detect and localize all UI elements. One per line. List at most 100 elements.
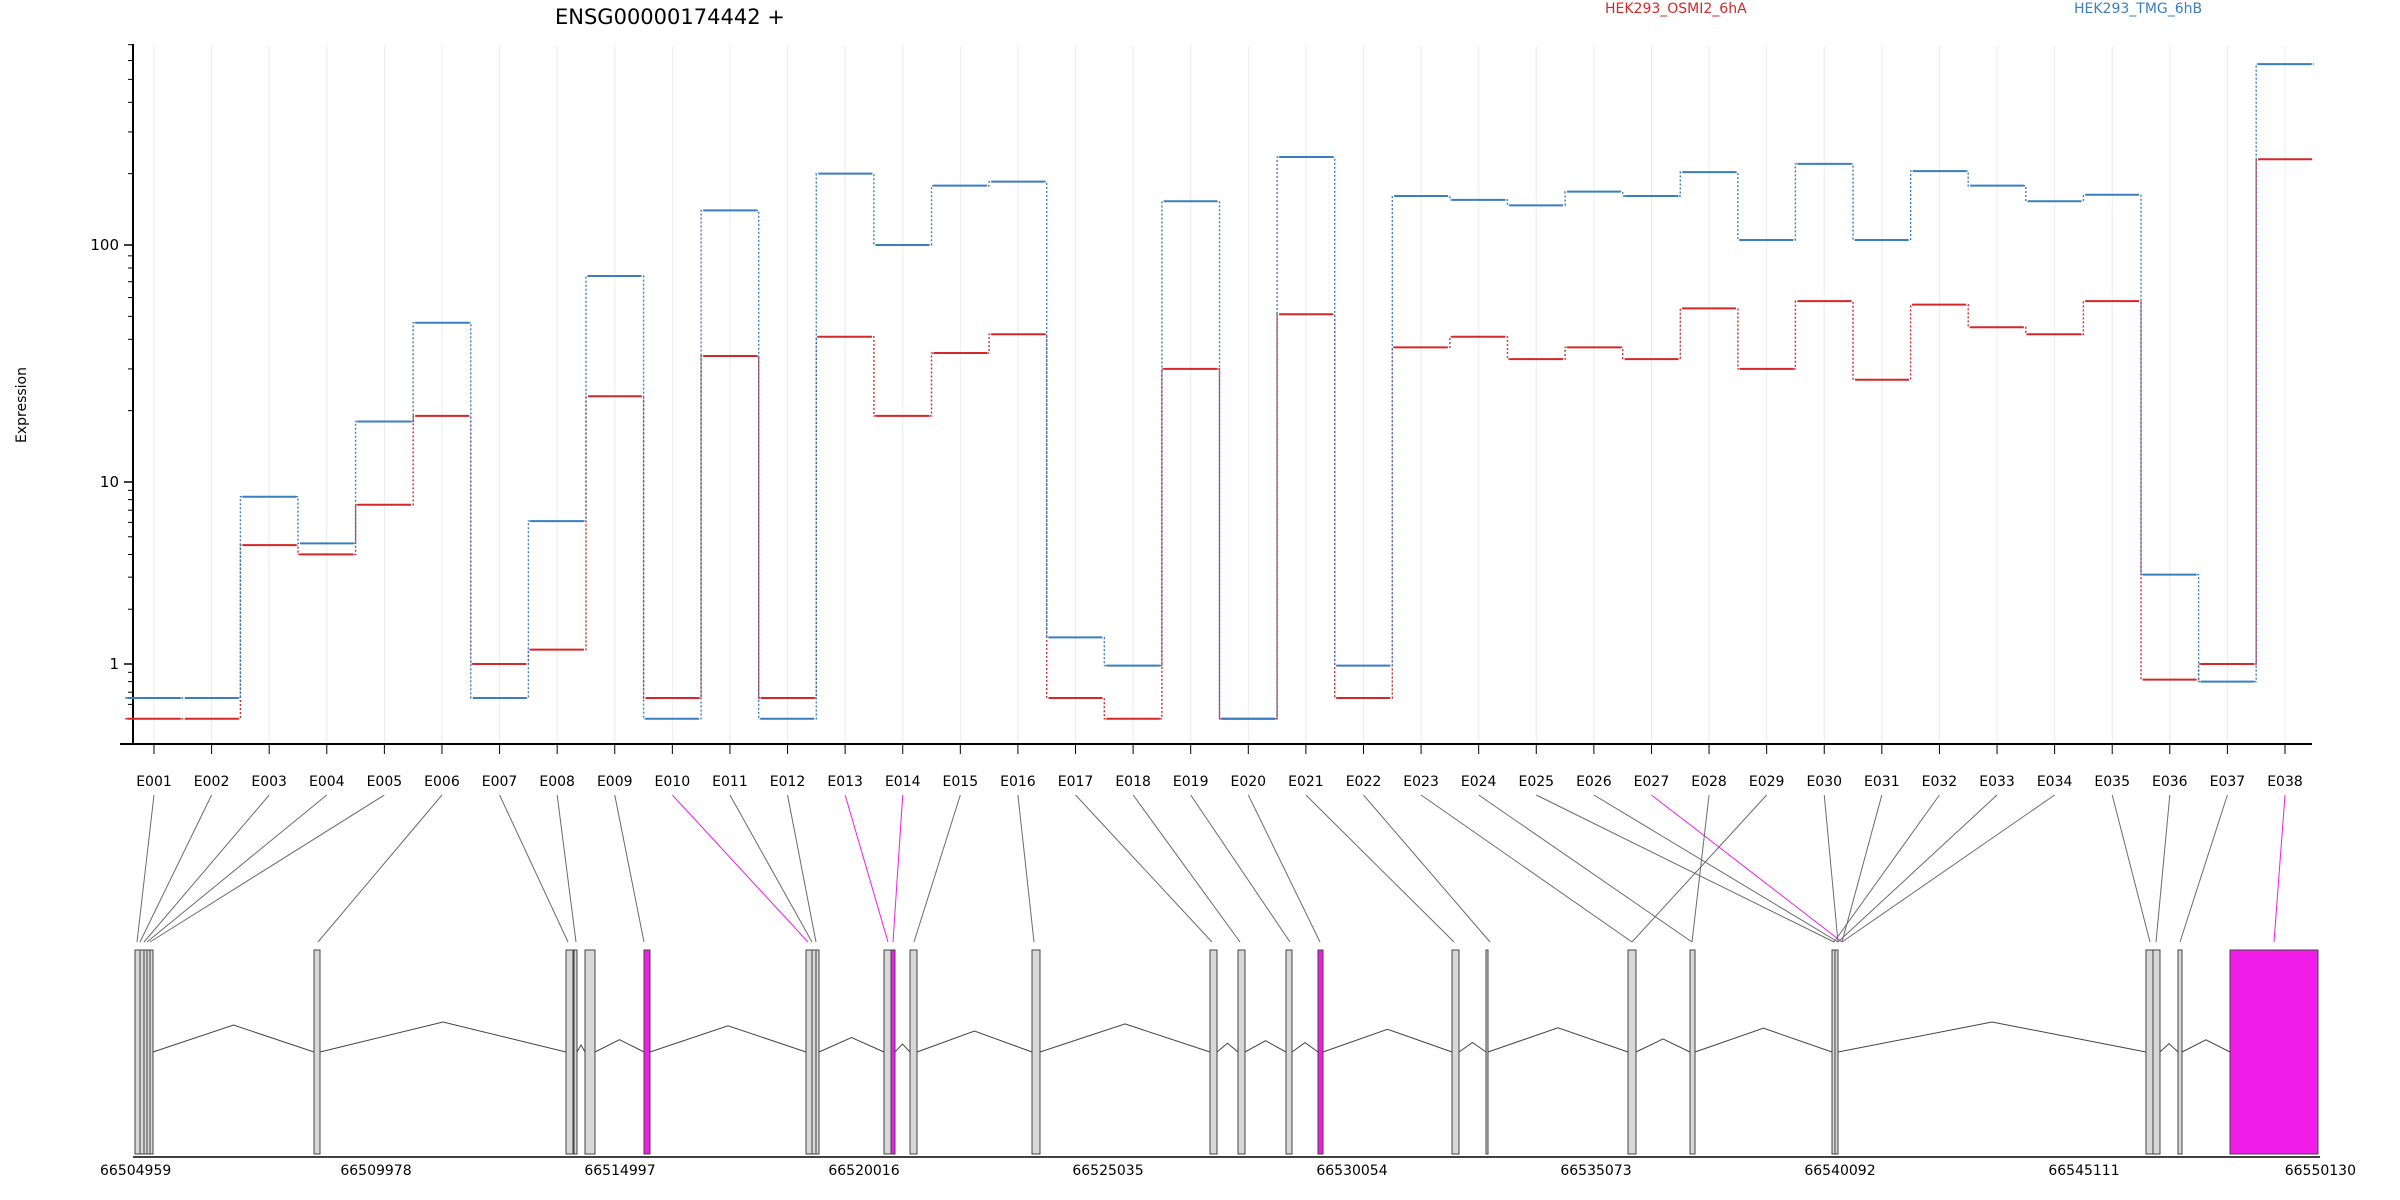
connector-E004 <box>146 794 328 943</box>
connector-E018 <box>1132 794 1241 943</box>
x-tick-label-E032: E032 <box>1922 774 1958 790</box>
exon-box <box>1485 949 1489 1155</box>
connector-E036 <box>2155 794 2171 943</box>
chart-title: ENSG00000174442 + <box>555 5 785 29</box>
x-tick-label-E018: E018 <box>1115 774 1151 790</box>
x-tick-label-E038: E038 <box>2267 774 2303 790</box>
axes: 1 10 100 <box>90 44 2312 745</box>
exon-box <box>909 949 918 1155</box>
connector-E016 <box>1017 794 1035 943</box>
legend-entry-osmi2: HEK293_OSMI2_6hA <box>1605 1 1747 17</box>
intron <box>152 1024 315 1053</box>
x-tick-label-E029: E029 <box>1749 774 1785 790</box>
x-tick-label-E017: E017 <box>1058 774 1094 790</box>
exon-connectors <box>136 794 2286 943</box>
y-tick-label: 100 <box>90 236 119 254</box>
connector-E001 <box>136 794 155 943</box>
intron <box>319 1021 567 1053</box>
connector-E012 <box>787 794 817 943</box>
gene-model <box>133 949 2320 1158</box>
x-tick-label-E034: E034 <box>2037 774 2073 790</box>
connector-E038 <box>2273 794 2286 943</box>
exon-box <box>883 949 892 1155</box>
x-tick-label-E012: E012 <box>770 774 806 790</box>
connector-E011 <box>729 794 813 943</box>
x-tick-label-E021: E021 <box>1288 774 1324 790</box>
x-tick-label-E033: E033 <box>1979 774 2015 790</box>
intron <box>1487 1027 1629 1053</box>
exon-box <box>2177 949 2183 1155</box>
connector-E025 <box>1536 794 1835 943</box>
x-tick-label-E002: E002 <box>194 774 230 790</box>
series-path <box>125 63 2314 720</box>
connector-E024 <box>1478 794 1693 943</box>
connector-E008 <box>556 794 577 943</box>
x-tick-label-E020: E020 <box>1231 774 1267 790</box>
x-tick-label-E024: E024 <box>1461 774 1497 790</box>
x-tick-label-E027: E027 <box>1634 774 1670 790</box>
x-axis-ticks: E001 E002 E003 E004 E005 E006 E007 E008 E009 E010… <box>136 744 2303 790</box>
connector-E003 <box>143 794 270 943</box>
connector-E022 <box>1363 794 1491 943</box>
connector-E037 <box>2179 794 2228 943</box>
y-tick-label: 1 <box>109 655 119 673</box>
exon-box <box>1209 949 1218 1155</box>
exon-box <box>1237 949 1246 1155</box>
x-tick-label-E028: E028 <box>1691 774 1727 790</box>
exon-box <box>2145 949 2154 1155</box>
intron <box>1322 1028 1453 1053</box>
coordinate-label: 66514997 <box>584 1163 655 1179</box>
connector-E002 <box>139 794 213 943</box>
x-tick-label-E014: E014 <box>885 774 921 790</box>
exon-box <box>313 949 321 1155</box>
exon-box <box>573 949 578 1155</box>
exon-box <box>1031 949 1041 1155</box>
connector-E028 <box>1691 794 1710 943</box>
connector-E020 <box>1247 794 1321 943</box>
series-tmg <box>125 63 2314 720</box>
connector-E005 <box>149 794 385 943</box>
coordinate-label: 66530054 <box>1316 1163 1387 1179</box>
intron <box>649 1025 807 1053</box>
intron <box>594 1039 645 1053</box>
exon-box <box>2229 949 2319 1155</box>
x-tick-label-E005: E005 <box>367 774 403 790</box>
exon-box <box>1689 949 1696 1155</box>
coordinate-label: 66545111 <box>2048 1163 2119 1179</box>
exon-box <box>149 949 154 1155</box>
exon-box <box>1627 949 1637 1155</box>
exon-box <box>890 949 896 1155</box>
intron <box>1216 1042 1239 1053</box>
series-lines <box>125 63 2314 720</box>
x-tick-label-E010: E010 <box>655 774 691 790</box>
coordinate-label: 66525035 <box>1072 1163 1143 1179</box>
y-tick-label: 10 <box>100 473 119 491</box>
coordinate-label: 66540092 <box>1804 1163 1875 1179</box>
x-tick-label-E009: E009 <box>597 774 633 790</box>
coordinate-label: 66504959 <box>100 1163 171 1179</box>
x-tick-label-E025: E025 <box>1518 774 1554 790</box>
exon-box <box>565 949 574 1155</box>
intron <box>576 1043 586 1053</box>
x-tick-label-E031: E031 <box>1864 774 1900 790</box>
intron <box>1244 1040 1287 1053</box>
legend-entry-tmg: HEK293_TMG_6hB <box>2074 1 2202 17</box>
exon-box <box>584 949 596 1155</box>
genomic-coordinates: 66504959 66509978 66514997 66520016 66525035… <box>100 1163 2356 1179</box>
connector-E006 <box>317 794 443 943</box>
x-tick-label-E007: E007 <box>482 774 518 790</box>
intron <box>1635 1038 1691 1053</box>
x-tick-label-E015: E015 <box>943 774 979 790</box>
exon-box <box>134 949 141 1155</box>
connector-E033 <box>1837 794 1998 943</box>
connector-E030 <box>1823 794 1839 943</box>
connector-E014 <box>892 794 904 943</box>
connector-E027 <box>1651 794 1843 943</box>
x-tick-label-E026: E026 <box>1576 774 1612 790</box>
intron <box>1039 1023 1211 1053</box>
exon-box <box>2152 949 2161 1155</box>
y-axis-label: Expression <box>14 367 30 443</box>
x-tick-label-E006: E006 <box>424 774 460 790</box>
connector-E010 <box>671 794 809 943</box>
grid <box>153 46 2286 742</box>
